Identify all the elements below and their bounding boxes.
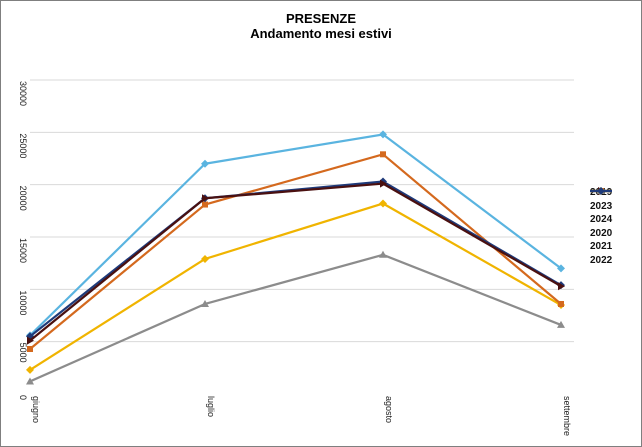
legend-label: 2020 [590, 227, 613, 239]
legend-label: 2023 [590, 200, 613, 212]
series-marker [27, 336, 34, 345]
series-marker [27, 345, 33, 352]
series-marker [379, 250, 387, 258]
series-line-2019 [29, 153, 562, 350]
legend-label: 2024 [590, 214, 613, 226]
series-marker [201, 159, 209, 168]
chart-legend: 201920232024202020212022 [590, 186, 612, 267]
series-line-2021 [29, 202, 562, 371]
chart-subtitle: Andamento mesi estivi [250, 26, 392, 41]
y-tick-label: 15000 [18, 238, 28, 263]
y-tick-label: 30000 [18, 81, 28, 106]
y-tick-label: 20000 [18, 186, 28, 211]
legend-item: 2022 [590, 187, 613, 268]
series-marker [201, 254, 209, 263]
series-marker [26, 365, 34, 374]
legend-symbol [590, 187, 612, 195]
series-marker [26, 377, 34, 385]
series-marker [557, 264, 565, 273]
y-tick-label: 5000 [18, 343, 28, 363]
legend-item: 2024 [590, 187, 613, 227]
legend-label: 2021 [590, 241, 613, 253]
x-tick-label: agosto [384, 396, 394, 423]
legend-label: 2022 [590, 254, 613, 266]
x-tick-label: luglio [206, 396, 216, 417]
x-tick-label: giugno [31, 396, 41, 423]
series-marker [558, 282, 565, 291]
series-marker [379, 199, 387, 208]
series-line-2024 [29, 133, 562, 337]
series-marker [202, 201, 208, 208]
series-marker [558, 300, 564, 307]
series-marker [380, 151, 386, 158]
series-marker [202, 194, 209, 203]
series-line-2020 [29, 253, 562, 383]
legend-item: 2020 [590, 187, 613, 241]
chart-titles: PRESENZE Andamento mesi estivi [0, 11, 642, 41]
series-line-2023 [29, 182, 562, 342]
x-tick-label: settembre [562, 396, 572, 436]
series-marker [379, 130, 387, 139]
chart-title: PRESENZE [285, 11, 357, 26]
series-marker [380, 179, 387, 188]
y-tick-label: 0 [18, 395, 28, 400]
legend-item: 2023 [590, 187, 613, 214]
y-tick-label: 10000 [18, 290, 28, 315]
legend-marker [597, 187, 605, 195]
legend-item: 2021 [590, 187, 613, 254]
series-marker [557, 320, 565, 328]
series-marker [201, 299, 209, 307]
y-tick-label: 25000 [18, 133, 28, 158]
